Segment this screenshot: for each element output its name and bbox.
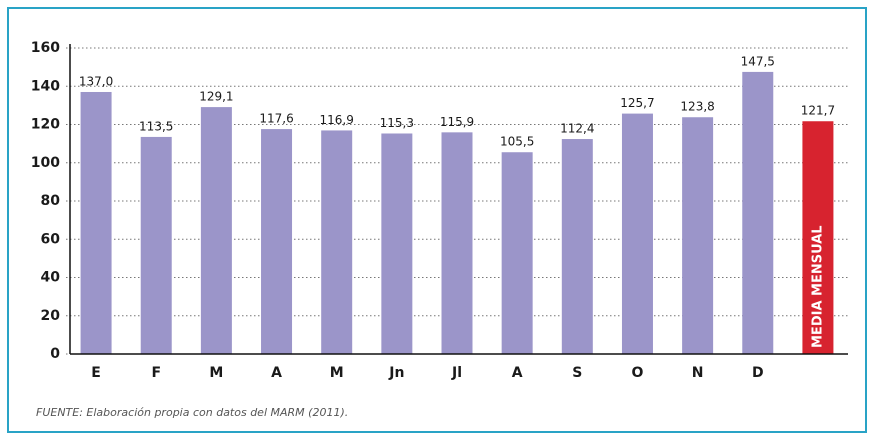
value-label: 115,9 bbox=[440, 115, 474, 129]
y-tick-label: 100 bbox=[31, 155, 60, 171]
x-tick-label: O bbox=[632, 365, 644, 381]
bar bbox=[621, 113, 653, 354]
value-label: 125,7 bbox=[620, 96, 654, 110]
y-tick-label: 20 bbox=[41, 308, 61, 324]
value-label: 129,1 bbox=[199, 90, 233, 104]
bar bbox=[742, 71, 774, 354]
value-label: 112,4 bbox=[560, 122, 594, 136]
bar bbox=[441, 132, 473, 354]
x-tick-label: M bbox=[330, 365, 344, 381]
x-tick-label: A bbox=[512, 365, 523, 381]
x-tick-label: A bbox=[271, 365, 282, 381]
y-tick-label: 40 bbox=[41, 270, 61, 286]
x-tick-label: D bbox=[752, 365, 764, 381]
bar bbox=[561, 139, 593, 354]
x-tick-label: Jn bbox=[388, 365, 404, 381]
x-tick-label: S bbox=[572, 365, 582, 381]
bar bbox=[802, 121, 834, 354]
value-label: 137,0 bbox=[79, 74, 113, 88]
source-note: FUENTE: Elaboración propia con datos del… bbox=[36, 406, 348, 419]
x-tick-label: E bbox=[91, 365, 101, 381]
y-tick-label: 0 bbox=[50, 346, 60, 362]
value-label: 116,9 bbox=[320, 113, 354, 127]
x-tick-label: Jl bbox=[451, 365, 462, 381]
y-tick-label: 120 bbox=[31, 117, 60, 133]
bar bbox=[261, 129, 293, 354]
bar bbox=[682, 117, 714, 354]
frame bbox=[7, 7, 867, 433]
bar bbox=[200, 107, 232, 354]
value-label: 121,7 bbox=[801, 104, 835, 118]
y-tick-label: 80 bbox=[41, 193, 61, 209]
value-label: 105,5 bbox=[500, 135, 534, 149]
bar bbox=[140, 136, 172, 354]
value-label: 147,5 bbox=[741, 54, 775, 68]
bar-annotation: MEDIA MENSUAL bbox=[810, 225, 825, 348]
value-label: 113,5 bbox=[139, 119, 173, 133]
x-tick-label: F bbox=[151, 365, 161, 381]
bar bbox=[501, 152, 533, 354]
y-tick-label: 140 bbox=[31, 78, 60, 94]
value-label: 123,8 bbox=[680, 100, 714, 114]
bar bbox=[321, 130, 353, 354]
y-tick-label: 60 bbox=[41, 231, 61, 247]
y-tick-label: 160 bbox=[31, 40, 60, 56]
bar bbox=[381, 133, 413, 354]
x-tick-label: N bbox=[692, 365, 704, 381]
bar bbox=[80, 91, 112, 355]
value-label: 117,6 bbox=[259, 112, 293, 126]
x-tick-label: M bbox=[209, 365, 223, 381]
value-label: 115,3 bbox=[380, 116, 414, 130]
